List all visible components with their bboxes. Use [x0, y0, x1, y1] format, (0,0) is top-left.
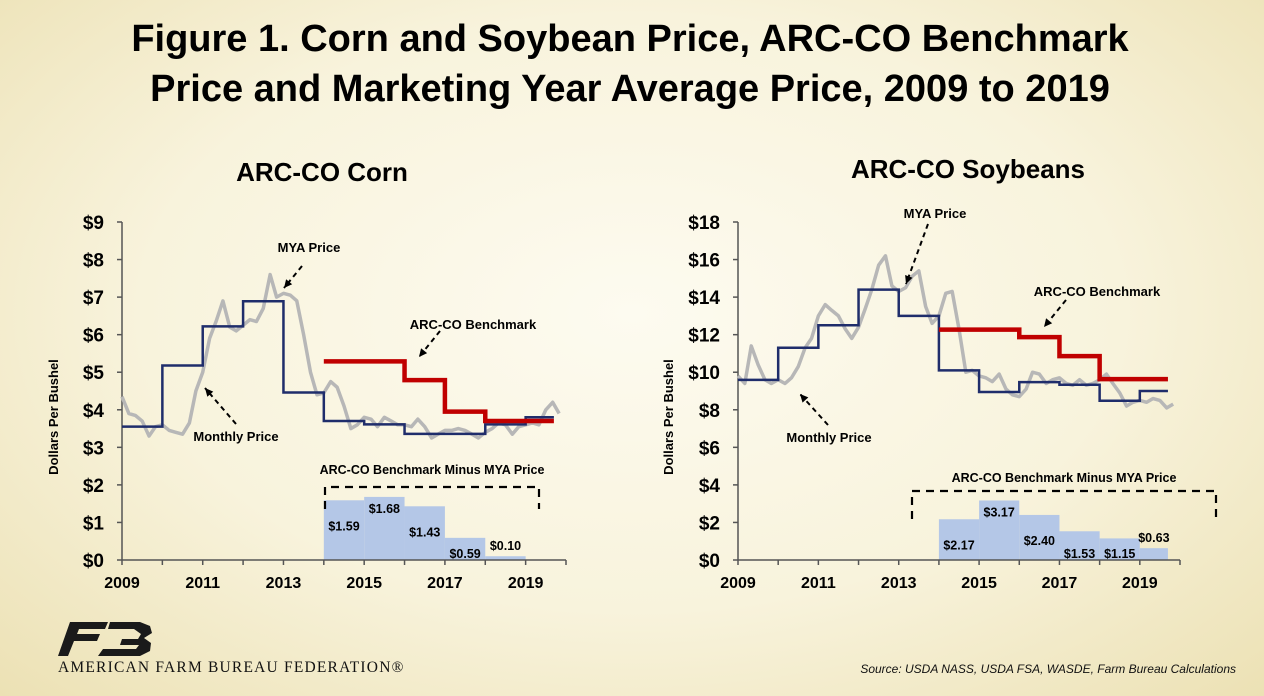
benchmark-annotation: ARC-CO Benchmark [410, 317, 537, 332]
y-tick-label: $16 [688, 251, 720, 272]
y-tick-label: $9 [83, 213, 104, 234]
y-axis-label: Dollars Per Bushel [46, 359, 61, 475]
difference-bar [938, 519, 980, 560]
y-tick-label: $18 [688, 213, 720, 234]
difference-bar [444, 537, 486, 560]
y-tick-label: $0 [699, 551, 720, 572]
y-tick-label: $4 [699, 476, 721, 497]
x-tick-label: 2019 [1122, 575, 1158, 592]
y-tick-label: $3 [83, 438, 104, 459]
bar-value-label: $2.17 [943, 538, 974, 552]
mya-annotation-arrow-line [905, 223, 929, 285]
bar-value-label: $0.63 [1138, 531, 1169, 545]
difference-bracket-label: ARC-CO Benchmark Minus MYA Price [952, 471, 1177, 485]
y-tick-label: $0 [83, 551, 104, 572]
source-note: Source: USDA NASS, USDA FSA, WASDE, Farm… [860, 662, 1236, 676]
bar-value-label: $1.43 [409, 525, 440, 539]
y-tick-label: $14 [688, 288, 720, 309]
y-tick-label: $4 [83, 401, 105, 422]
chart-title: ARC-CO Soybeans [851, 154, 1085, 184]
x-tick-label: 2019 [508, 575, 544, 592]
x-tick-label: 2013 [881, 575, 917, 592]
bar-value-label: $0.10 [490, 539, 521, 553]
bar-value-label: $3.17 [984, 505, 1015, 519]
y-tick-label: $12 [688, 326, 720, 347]
monthly-annotation-arrow-head [205, 388, 214, 397]
y-tick-label: $2 [699, 513, 720, 534]
y-tick-label: $2 [83, 476, 104, 497]
difference-bar [404, 506, 445, 560]
x-tick-label: 2013 [266, 575, 302, 592]
figure-title-line-1: Figure 1. Corn and Soybean Price, ARC-CO… [131, 18, 1129, 60]
bar-value-label: $1.53 [1064, 547, 1095, 561]
difference-bar [1139, 548, 1168, 560]
mya-annotation-arrow-line [283, 265, 303, 289]
difference-bracket [910, 489, 1218, 519]
monthly-annotation-arrow-line [799, 393, 829, 426]
difference-bar [485, 556, 526, 560]
y-axis-label: Dollars Per Bushel [661, 359, 676, 475]
x-tick-label: 2015 [346, 575, 382, 592]
monthly-annotation-arrow-head [800, 394, 809, 403]
x-tick-label: 2011 [185, 575, 220, 592]
y-tick-label: $8 [699, 401, 720, 422]
bar-value-label: $1.59 [328, 519, 359, 533]
monthly-price-annotation: Monthly Price [786, 430, 871, 445]
difference-bar [1059, 531, 1100, 560]
mya-annotation-arrow-head [905, 275, 913, 284]
difference-bar [1099, 538, 1140, 560]
figure-title: Figure 1. Corn and Soybean Price, ARC-CO… [40, 14, 1220, 114]
benchmark-annotation-arrow-head [1044, 318, 1053, 327]
y-tick-label: $7 [83, 288, 104, 309]
difference-bracket-label: ARC-CO Benchmark Minus MYA Price [320, 463, 545, 477]
y-tick-label: $6 [83, 326, 104, 347]
benchmark-annotation-arrow-head [419, 348, 428, 357]
arc-co-benchmark-line [938, 327, 1168, 382]
bar-value-label: $0.59 [449, 547, 480, 561]
farm-bureau-logo-icon [58, 622, 152, 656]
figure-title-line-2: Price and Marketing Year Average Price, … [150, 68, 1110, 110]
y-tick-label: $8 [83, 251, 104, 272]
bar-value-label: $1.68 [369, 502, 400, 516]
x-tick-label: 2009 [104, 575, 140, 592]
y-tick-label: $5 [83, 363, 105, 384]
arc-co-benchmark-line [323, 359, 554, 424]
y-tick-label: $6 [699, 438, 720, 459]
difference-bar [323, 500, 365, 560]
benchmark-annotation: ARC-CO Benchmark [1034, 284, 1161, 299]
mya-annotation-arrow-head [284, 279, 293, 288]
monthly-price-annotation: Monthly Price [193, 429, 278, 444]
difference-bracket [323, 485, 541, 509]
mya-price-annotation: MYA Price [904, 206, 967, 221]
difference-bar [1019, 514, 1060, 560]
y-tick-label: $10 [688, 363, 720, 384]
x-tick-label: 2009 [720, 575, 756, 592]
mya-price-line [122, 299, 554, 436]
organization-name: AMERICAN FARM BUREAU FEDERATION® [58, 659, 405, 676]
y-tick-label: $1 [83, 513, 105, 534]
difference-bar [979, 500, 1020, 560]
x-tick-label: 2015 [961, 575, 997, 592]
x-tick-label: 2011 [801, 575, 836, 592]
bar-value-label: $1.15 [1104, 547, 1135, 561]
mya-price-annotation: MYA Price [278, 240, 341, 255]
x-tick-label: 2017 [427, 575, 463, 592]
bar-value-label: $2.40 [1024, 534, 1055, 548]
difference-bar [364, 496, 405, 560]
mya-price-line [738, 288, 1168, 403]
monthly-price-line [736, 254, 1175, 410]
x-tick-label: 2017 [1042, 575, 1078, 592]
chart-title: ARC-CO Corn [236, 157, 408, 187]
